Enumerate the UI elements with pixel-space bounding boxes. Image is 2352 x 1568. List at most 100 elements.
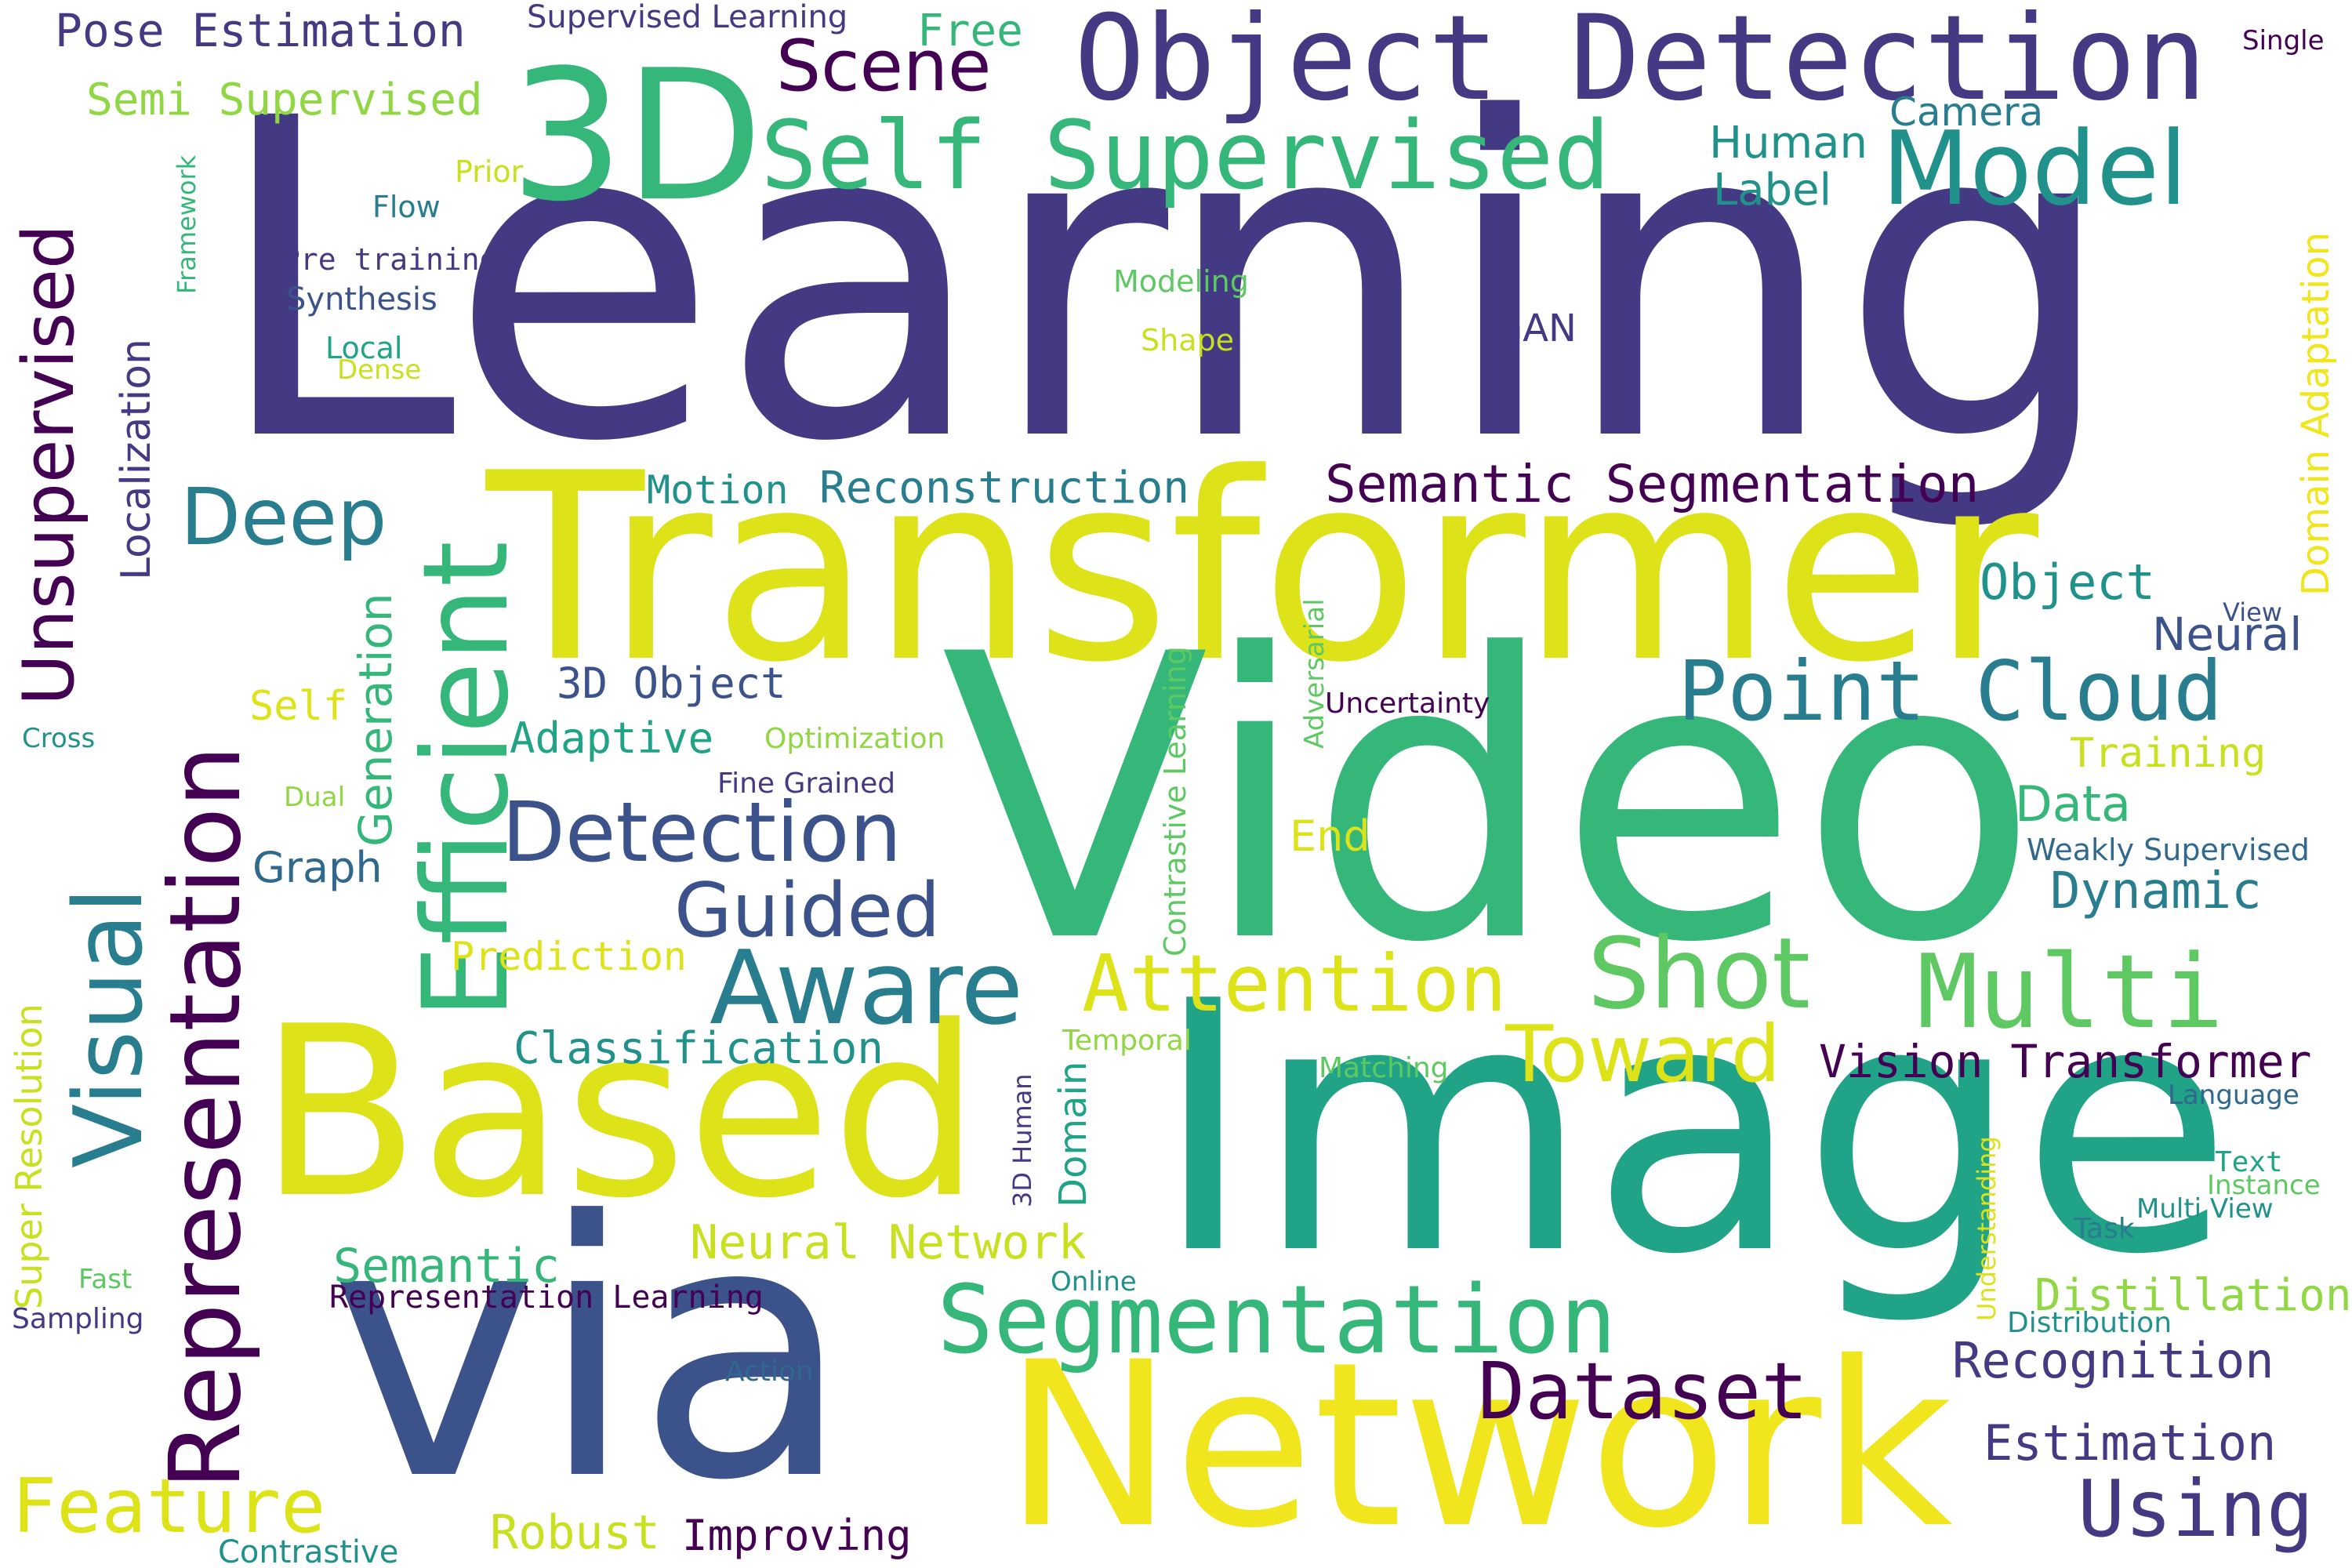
word-image: Image <box>1152 928 2234 1330</box>
word-motion: Motion <box>647 467 789 513</box>
word-weakly-supervised: Weakly Supervised <box>2027 833 2310 867</box>
word-single: Single <box>2242 25 2325 56</box>
word-3d-object: 3D Object <box>557 659 786 708</box>
word-localization: Localization <box>113 339 160 580</box>
word-online: Online <box>1051 1266 1137 1298</box>
word-reconstruction: Reconstruction <box>819 463 1190 514</box>
word-domain-adaptation: Domain Adaptation <box>2294 231 2338 596</box>
word-transformer: Transformer <box>486 418 2039 719</box>
word-synthesis: Synthesis <box>286 281 437 318</box>
word-end: End <box>1290 811 1370 861</box>
word-free: Free <box>917 5 1023 56</box>
word-text: Text <box>2215 1146 2283 1178</box>
word-representation: Representation <box>149 745 263 1490</box>
word-deep: Deep <box>180 471 387 563</box>
word-action: Action <box>725 1356 814 1388</box>
word-estimation: Estimation <box>1984 1414 2277 1472</box>
word-supervised-learning: Supervised Learning <box>527 0 848 35</box>
word-object: Object <box>1980 554 2155 611</box>
word-adversarial: Adversarial <box>1299 598 1330 749</box>
word-3d-human: 3D Human <box>1007 1073 1037 1207</box>
word-contrastive-learning: Contrastive Learning <box>1158 646 1192 956</box>
word-distillation: Distillation <box>2034 1270 2352 1321</box>
word-object-detection: Object Detection <box>1074 0 2207 127</box>
word-detection: Detection <box>502 785 902 880</box>
word-prior: Prior <box>455 154 524 189</box>
word-neural: Neural <box>2152 608 2303 661</box>
word-generation: Generation <box>349 593 402 847</box>
word-training: Training <box>2070 730 2267 777</box>
word-super-resolution: Super Resolution <box>8 1004 50 1309</box>
word-instance: Instance <box>2207 1170 2321 1201</box>
word-matching: Matching <box>1319 1052 1449 1084</box>
word-multi: Multi <box>1917 932 2224 1051</box>
word-multi-view: Multi View <box>2136 1193 2274 1225</box>
word-semi-supervised: Semi Supervised <box>86 74 483 125</box>
word-task: Task <box>2074 1213 2135 1245</box>
word-improving: Improving <box>682 1511 912 1560</box>
word-3d: 3D <box>510 32 764 241</box>
word-self: Self <box>249 683 348 730</box>
word-self-supervised: Self Supervised <box>760 102 1610 211</box>
word-shot: Shot <box>1588 917 1811 1031</box>
word-domain: Domain <box>1051 1061 1095 1207</box>
word-graph: Graph <box>252 843 383 892</box>
word-fast: Fast <box>78 1264 132 1295</box>
word-scene: Scene <box>776 25 992 107</box>
word-pre-training: Pre training <box>282 242 498 277</box>
word-understanding: Understanding <box>1972 1136 2002 1321</box>
word-visual: Visual <box>55 887 164 1168</box>
word-representation-learning: Representation Learning <box>329 1279 764 1316</box>
word-segmentation: Segmentation <box>937 1266 1617 1375</box>
word-uncertainty: Uncertainty <box>1325 688 1490 720</box>
word-unsupervised: Unsupervised <box>8 223 90 706</box>
word-using: Using <box>2078 1463 2314 1555</box>
word-dynamic: Dynamic <box>2050 862 2262 920</box>
word-language: Language <box>2168 1080 2299 1111</box>
word-shape: Shape <box>1141 323 1234 358</box>
word-dense: Dense <box>337 354 422 386</box>
word-learning: Learning <box>212 27 2118 538</box>
word-vision-transformer: Vision Transformer <box>1819 1035 2312 1088</box>
word-cross: Cross <box>22 723 96 754</box>
word-distribution: Distribution <box>2007 1307 2172 1339</box>
word-camera: Camera <box>1889 89 2044 135</box>
word-guided: Guided <box>674 868 941 954</box>
word-model: Model <box>1882 109 2188 228</box>
word-semantic: Semantic <box>333 1239 560 1294</box>
word-aware: Aware <box>710 928 1024 1047</box>
word-dataset: Dataset <box>1478 1345 1809 1437</box>
word-optimization: Optimization <box>764 723 946 755</box>
word-framework: Framework <box>172 154 201 294</box>
word-human: Human <box>1709 118 1867 169</box>
word-contrastive: Contrastive <box>218 1534 399 1568</box>
word-via: via <box>329 1147 853 1558</box>
word-fine-grained: Fine Grained <box>717 768 896 800</box>
word-pose-estimation: Pose Estimation <box>55 4 466 57</box>
word-toward: Toward <box>1505 1008 1781 1100</box>
word-flow: Flow <box>372 190 441 224</box>
word-network: Network <box>1004 1314 1953 1568</box>
word-dual: Dual <box>284 782 346 813</box>
word-video: Video <box>941 572 2039 1028</box>
word-view: View <box>2223 597 2282 627</box>
word-local: Local <box>325 331 403 365</box>
word-prediction: Prediction <box>451 934 688 979</box>
word-modeling: Modeling <box>1113 264 1249 299</box>
word-temporal: Temporal <box>1062 1025 1192 1057</box>
word-robust: Robust <box>490 1505 660 1560</box>
word-semantic-segmentation: Semantic Segmentation <box>1325 454 1980 514</box>
word-gan: GAN <box>1494 307 1577 350</box>
word-adaptive: Adaptive <box>510 713 714 763</box>
word-classification: Classification <box>514 1023 884 1074</box>
word-recognition: Recognition <box>1952 1332 2274 1389</box>
word-data: Data <box>2015 775 2132 833</box>
word-neural-network: Neural Network <box>690 1215 1087 1270</box>
word-sampling: Sampling <box>12 1303 144 1335</box>
word-feature: Feature <box>12 1464 326 1550</box>
word-point-cloud: Point Cloud <box>1678 644 2223 739</box>
word-attention: Attention <box>1082 938 1507 1029</box>
word-label: Label <box>1713 165 1832 216</box>
word-based: Based <box>259 976 981 1250</box>
